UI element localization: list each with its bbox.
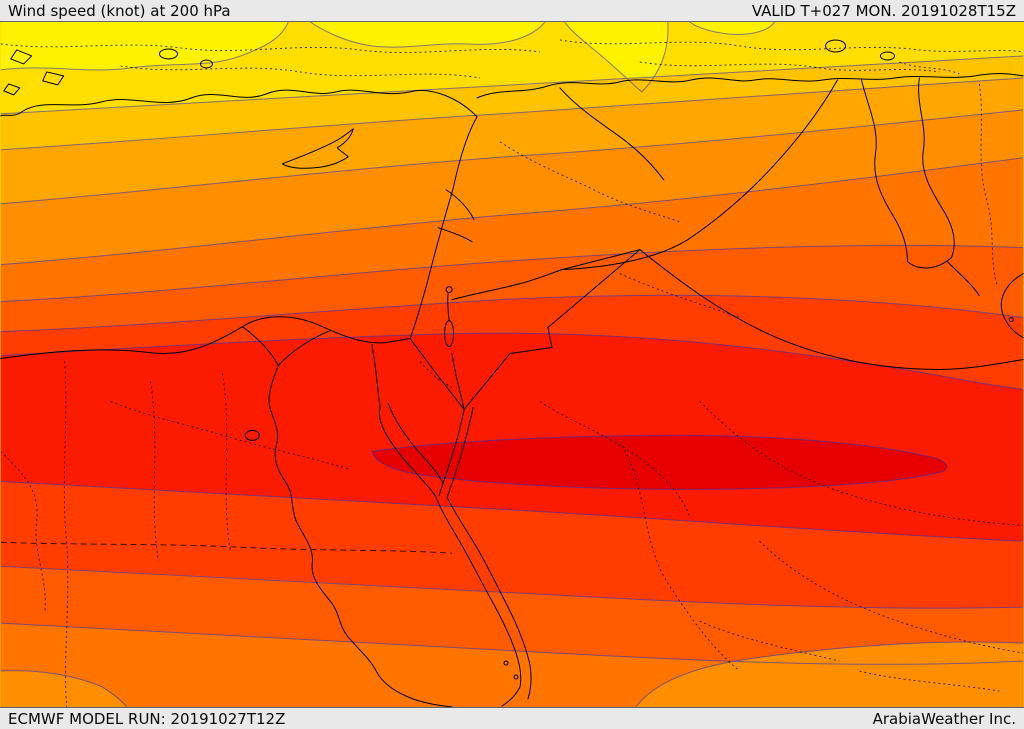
contour-line [0, 109, 1024, 205]
tigris-river [860, 79, 908, 263]
euphrates-river-iraq [918, 77, 955, 259]
anatolian-lake [879, 51, 895, 61]
faiyum-depression [244, 429, 260, 441]
band-bright-yellow-patch [310, 22, 545, 48]
contour-line-core [371, 434, 948, 490]
contour-lines [0, 22, 1024, 707]
nile-river [268, 364, 453, 707]
contour-line [0, 332, 1024, 390]
dotted-boundary [499, 141, 680, 223]
aegean-island [42, 71, 65, 86]
gulf-of-suez-west-shore [378, 406, 436, 496]
mediterranean-coastline [0, 89, 478, 360]
contour-line [310, 22, 546, 48]
contour-line [0, 480, 1024, 542]
contour-line [0, 77, 1024, 151]
dotted-boundary [120, 65, 481, 79]
dotted-boundary [619, 441, 740, 672]
country-borders [0, 39, 1024, 707]
gulf-of-suez-east-shore [387, 402, 444, 484]
footer-bar: ECMWF MODEL RUN: 20191027T12Z ArabiaWeat… [0, 707, 1024, 729]
header-bar: Wind speed (knot) at 200 hPa VALID T+027… [0, 0, 1024, 22]
gulf-island [1008, 317, 1014, 323]
egypt-sudan-border-dashed [0, 541, 453, 554]
jordan-iraq-border [561, 249, 641, 271]
band-bright-yellow-patch [564, 22, 669, 92]
contour-line [0, 670, 127, 707]
wind-speed-map-svg [0, 22, 1024, 707]
band-bright-yellow-patch [689, 22, 775, 35]
band-orange-patch-bottom-left [0, 670, 127, 707]
admin-boundaries-dotted [0, 39, 1024, 707]
dotted-boundary [110, 401, 351, 470]
dotted-boundary [0, 451, 46, 614]
aegean-island [10, 49, 33, 65]
dotted-boundary [539, 401, 691, 517]
contour-line [689, 22, 776, 35]
jordan-saudi-border [463, 249, 641, 410]
nile-delta-east-branch [277, 330, 331, 366]
contour-line [0, 622, 1024, 665]
contour-line [0, 157, 1024, 266]
persian-gulf-coast [1000, 273, 1024, 339]
dotted-boundary [639, 61, 940, 73]
band-red-core [372, 435, 947, 490]
attribution-label: ArabiaWeather Inc. [872, 709, 1016, 728]
aegean-island [3, 83, 21, 96]
saudi-iraq-border [639, 249, 1024, 370]
euphrates-river-syria [559, 87, 665, 181]
lebanon-israel-border [437, 227, 473, 243]
map-canvas [0, 22, 1024, 707]
map-title: Wind speed (knot) at 200 hPa [8, 1, 231, 20]
contour-line [0, 294, 1024, 333]
anatolian-lake [199, 59, 213, 69]
dotted-boundary [699, 620, 840, 662]
sea-of-galilee [445, 286, 453, 294]
gulf-of-aqaba-east-shore [446, 406, 474, 498]
anatolian-lake [159, 48, 178, 60]
dotted-boundary [699, 401, 1024, 526]
dotted-boundary [0, 43, 541, 53]
suez-canal [371, 344, 381, 408]
band-bright-yellow-patch [0, 22, 289, 70]
egypt-libya-border-dotted [63, 361, 69, 707]
jordan-river [447, 293, 450, 322]
valid-time-label: VALID T+027 MON. 20191028T15Z [751, 1, 1016, 20]
arava-valley-border [451, 353, 465, 410]
israel-egypt-border [409, 338, 465, 410]
shatt-al-arab [906, 257, 980, 297]
red-sea-west-shore [434, 494, 522, 707]
cyprus-island [281, 128, 354, 169]
contour-line [0, 244, 1024, 303]
dotted-boundary [221, 373, 231, 552]
anatolian-lake [825, 39, 847, 53]
lebanon-syria-border [445, 189, 475, 221]
red-sea-east-shore [446, 496, 532, 700]
wind-speed-bands [0, 22, 1024, 707]
nile-delta-west-branch [241, 326, 279, 366]
dotted-boundary [899, 61, 960, 75]
contour-line [0, 55, 1024, 115]
dotted-boundary [559, 39, 1024, 53]
contour-line [564, 22, 669, 93]
turkey-syria-border [476, 73, 1024, 99]
gulf-of-aqaba-west-shore [438, 408, 465, 496]
contour-line [0, 22, 289, 71]
band-orange-patch-bottom-right [635, 642, 1024, 707]
red-sea-island [503, 660, 509, 666]
dotted-boundary [419, 361, 453, 388]
model-run-label: ECMWF MODEL RUN: 20191027T12Z [8, 709, 286, 728]
red-sea-island [513, 674, 519, 680]
jordan-syria-border [451, 269, 563, 301]
dotted-boundary [150, 381, 159, 562]
contour-line [635, 641, 1024, 707]
